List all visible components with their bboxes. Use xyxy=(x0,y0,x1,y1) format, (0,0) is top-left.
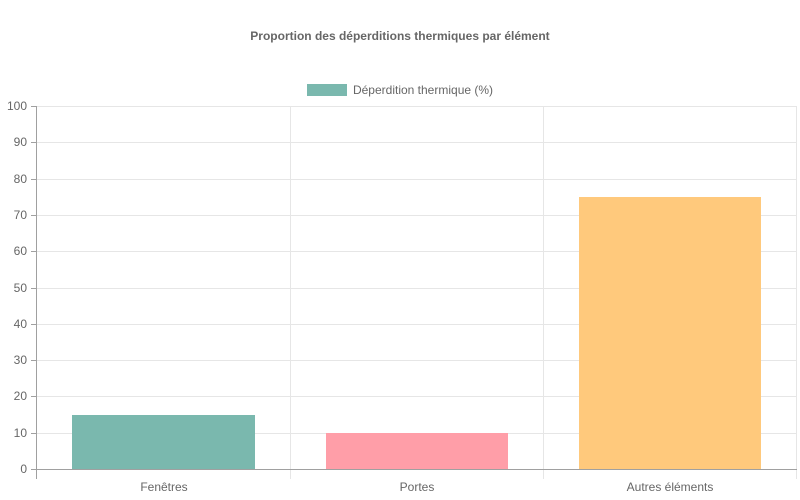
y-tick xyxy=(31,251,37,252)
legend-label: Déperdition thermique (%) xyxy=(352,83,494,97)
y-tick-label: 50 xyxy=(13,281,27,295)
y-tick-label: 30 xyxy=(13,353,27,367)
y-axis xyxy=(36,106,37,479)
y-tick-label: 60 xyxy=(13,244,27,258)
bar-autres-elements[interactable] xyxy=(579,197,761,469)
y-tick-label: 40 xyxy=(13,317,27,331)
x-tick-label: Fenêtres xyxy=(140,480,188,494)
y-tick xyxy=(31,106,37,107)
gridline-vertical xyxy=(290,106,291,479)
bar-portes[interactable] xyxy=(326,433,508,469)
chart-title: Proportion des déperditions thermiques p… xyxy=(250,29,550,43)
y-tick-label: 10 xyxy=(13,426,27,440)
y-tick-label: 90 xyxy=(13,135,27,149)
gridline xyxy=(37,215,797,216)
bar-fenetres[interactable] xyxy=(72,415,255,469)
y-tick-label: 100 xyxy=(6,99,27,113)
y-tick-label: 20 xyxy=(13,389,27,403)
x-axis xyxy=(31,469,797,470)
y-tick-label: 80 xyxy=(13,172,27,186)
y-tick-label: 0 xyxy=(20,462,27,476)
legend-swatch xyxy=(306,84,347,96)
gridline xyxy=(37,142,797,143)
y-tick xyxy=(31,288,37,289)
gridline xyxy=(37,288,797,289)
gridline xyxy=(37,251,797,252)
y-tick xyxy=(31,396,37,397)
legend[interactable]: Déperdition thermique (%) xyxy=(0,83,800,97)
gridline xyxy=(37,106,797,107)
y-tick xyxy=(31,324,37,325)
gridline-vertical xyxy=(543,106,544,479)
x-tick-label: Autres éléments xyxy=(626,480,714,494)
y-tick-label: 70 xyxy=(13,208,27,222)
gridline xyxy=(37,396,797,397)
y-tick xyxy=(31,433,37,434)
y-tick xyxy=(31,142,37,143)
y-tick xyxy=(31,179,37,180)
gridline-vertical xyxy=(796,106,797,479)
gridline xyxy=(37,324,797,325)
x-tick-label: Portes xyxy=(399,480,435,494)
gridline xyxy=(37,360,797,361)
y-tick xyxy=(31,215,37,216)
y-tick xyxy=(31,360,37,361)
gridline xyxy=(37,179,797,180)
